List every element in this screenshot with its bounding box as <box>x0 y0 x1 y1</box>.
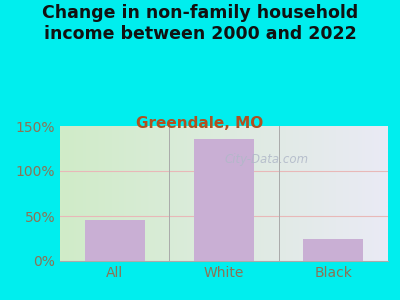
Text: City-Data.com: City-Data.com <box>224 153 309 166</box>
Text: Change in non-family household
income between 2000 and 2022: Change in non-family household income be… <box>42 4 358 43</box>
Bar <box>85 220 145 261</box>
Bar <box>303 238 363 261</box>
Text: Greendale, MO: Greendale, MO <box>136 116 264 130</box>
Bar <box>194 139 254 261</box>
